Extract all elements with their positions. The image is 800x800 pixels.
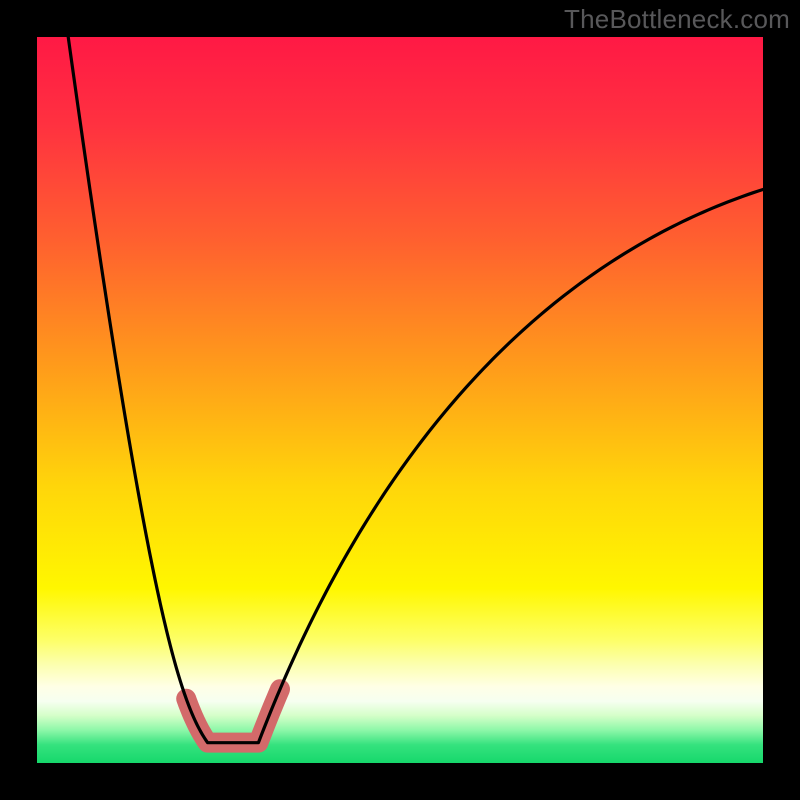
plot-background [37,37,763,763]
chart-frame: TheBottleneck.com [0,0,800,800]
chart-svg [0,0,800,800]
watermark-text: TheBottleneck.com [564,4,790,35]
